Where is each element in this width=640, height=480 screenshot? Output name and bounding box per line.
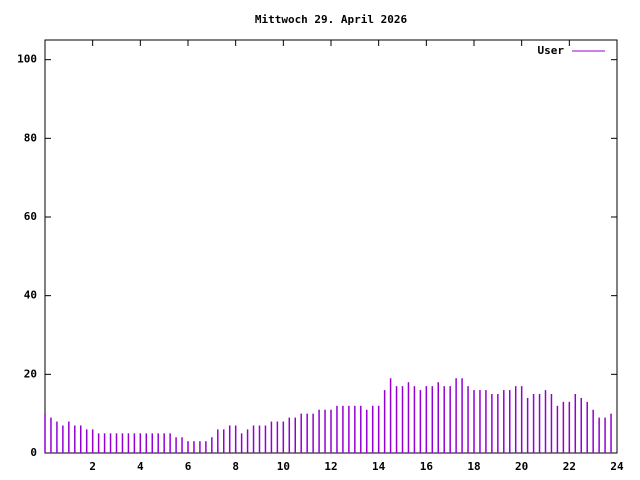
x-tick-label: 2 bbox=[89, 460, 96, 473]
x-tick-label: 22 bbox=[563, 460, 576, 473]
x-tick-label: 12 bbox=[324, 460, 337, 473]
x-tick-label: 10 bbox=[277, 460, 290, 473]
y-tick-label: 100 bbox=[17, 53, 37, 66]
x-tick-label: 4 bbox=[137, 460, 144, 473]
y-tick-label: 20 bbox=[24, 367, 37, 380]
legend-label: User bbox=[538, 44, 565, 57]
x-tick-label: 18 bbox=[467, 460, 480, 473]
x-tick-label: 8 bbox=[232, 460, 239, 473]
y-tick-label: 60 bbox=[24, 210, 37, 223]
y-tick-label: 80 bbox=[24, 131, 37, 144]
x-tick-label: 20 bbox=[515, 460, 528, 473]
y-tick-label: 0 bbox=[30, 446, 37, 459]
x-tick-label: 6 bbox=[185, 460, 192, 473]
chart-title: Mittwoch 29. April 2026 bbox=[255, 13, 408, 26]
x-tick-label: 14 bbox=[372, 460, 386, 473]
y-tick-label: 40 bbox=[24, 289, 37, 302]
x-tick-label: 24 bbox=[610, 460, 624, 473]
x-tick-label: 16 bbox=[420, 460, 434, 473]
